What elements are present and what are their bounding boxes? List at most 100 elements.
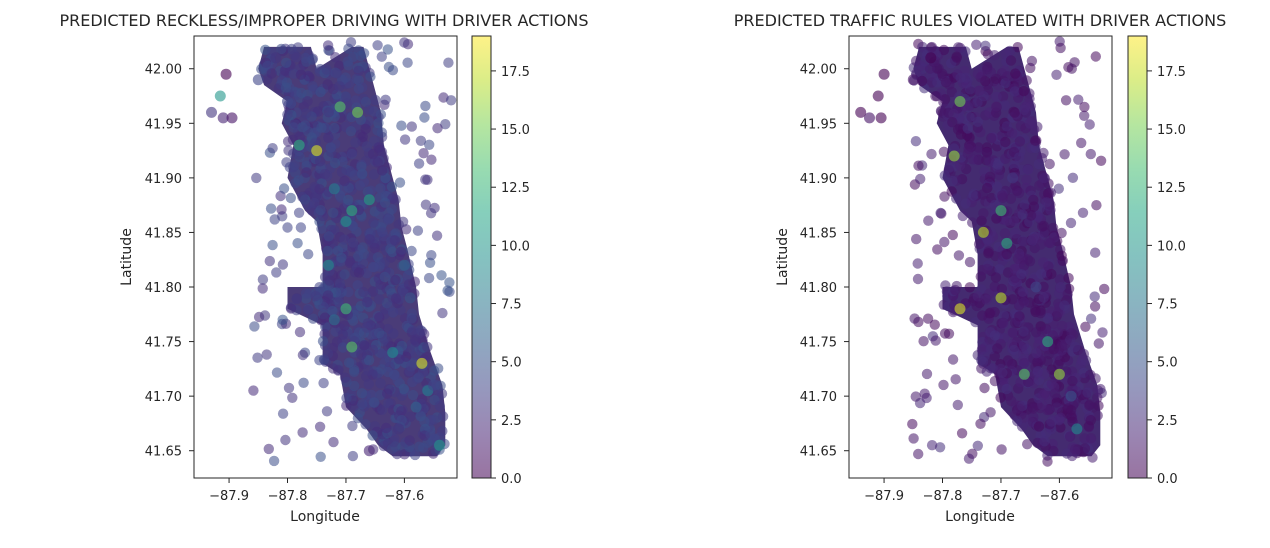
texture-marker	[356, 349, 367, 360]
scatter-panel-traffic-rules: PREDICTED TRAFFIC RULES VIOLATED WITH DR…	[734, 11, 1226, 525]
texture-marker	[1001, 121, 1012, 132]
texture-marker	[1040, 323, 1052, 334]
texture-marker	[268, 455, 280, 467]
texture-marker	[329, 157, 341, 169]
texture-marker	[299, 120, 311, 131]
texture-marker	[985, 227, 997, 238]
texture-marker	[321, 406, 333, 417]
texture-marker	[934, 442, 946, 453]
texture-marker	[952, 399, 963, 411]
texture-marker	[353, 267, 365, 278]
texture-marker	[989, 330, 1001, 341]
texture-marker	[991, 181, 1003, 192]
colorbar	[1128, 36, 1147, 478]
texture-marker	[368, 217, 379, 228]
colorbar-tick-label: 2.5	[501, 414, 522, 429]
texture-marker	[939, 170, 950, 181]
texture-marker	[985, 407, 996, 418]
y-tick-label: 41.85	[145, 226, 182, 241]
texture-marker	[343, 357, 355, 368]
scatter-point	[872, 90, 884, 102]
texture-marker	[359, 340, 370, 351]
texture-marker	[984, 308, 995, 319]
texture-marker	[1024, 256, 1036, 267]
scatter-point	[226, 112, 238, 124]
texture-marker	[970, 316, 981, 328]
texture-marker	[292, 42, 304, 53]
texture-marker	[295, 222, 307, 233]
texture-marker	[357, 131, 368, 142]
texture-marker	[283, 382, 295, 394]
x-tick-label: −87.8	[268, 489, 308, 504]
texture-marker	[257, 274, 269, 285]
texture-marker	[1085, 313, 1097, 324]
texture-marker	[967, 217, 978, 228]
texture-marker	[984, 156, 995, 167]
point-texture	[907, 36, 1110, 467]
texture-marker	[349, 366, 360, 377]
texture-marker	[382, 44, 393, 55]
texture-marker	[989, 375, 1001, 387]
texture-marker	[1018, 236, 1029, 247]
texture-marker	[1078, 348, 1090, 360]
texture-marker	[1044, 158, 1055, 170]
x-tick-label: −87.7	[326, 489, 366, 504]
texture-marker	[425, 429, 436, 440]
texture-marker	[1066, 328, 1077, 339]
texture-marker	[442, 285, 453, 296]
x-ticks: −87.9 −87.8 −87.7 −87.6	[209, 478, 424, 504]
texture-marker	[399, 134, 411, 145]
texture-marker	[316, 122, 327, 133]
texture-marker	[318, 377, 329, 389]
texture-marker	[383, 61, 395, 73]
texture-marker	[1064, 431, 1076, 442]
texture-marker	[908, 433, 919, 444]
plot-points	[206, 52, 445, 457]
texture-marker	[1006, 395, 1017, 407]
texture-marker	[307, 81, 318, 92]
texture-marker	[433, 363, 444, 374]
texture-marker	[368, 169, 380, 180]
scatter-point	[1001, 237, 1013, 249]
texture-marker	[984, 171, 996, 182]
texture-marker	[996, 283, 1008, 295]
texture-marker	[917, 41, 928, 53]
texture-marker	[916, 75, 928, 87]
texture-marker	[1051, 69, 1062, 81]
scatter-point	[340, 303, 352, 315]
colorbar-tick-label: 10.0	[501, 239, 530, 254]
texture-marker	[370, 94, 381, 106]
texture-marker	[919, 388, 930, 399]
texture-marker	[361, 296, 373, 308]
scatter-point	[1071, 423, 1083, 435]
texture-marker	[436, 388, 448, 399]
texture-marker	[353, 65, 364, 77]
texture-marker	[280, 434, 291, 446]
texture-marker	[425, 208, 437, 219]
texture-marker	[972, 68, 984, 79]
texture-marker	[997, 367, 1008, 378]
texture-marker	[315, 86, 326, 98]
scatter-point	[252, 74, 264, 86]
texture-marker	[297, 191, 308, 203]
texture-marker	[1012, 253, 1024, 264]
texture-marker	[409, 334, 421, 345]
texture-marker	[399, 37, 410, 48]
texture-marker	[336, 252, 347, 263]
texture-marker	[1001, 249, 1012, 260]
texture-marker	[374, 312, 385, 323]
texture-marker	[997, 317, 1009, 328]
texture-marker	[271, 367, 283, 378]
y-tick-label: 41.75	[800, 336, 837, 351]
texture-marker	[347, 450, 359, 462]
texture-marker	[343, 286, 354, 298]
scatter-point	[328, 314, 340, 326]
texture-marker	[248, 385, 259, 396]
texture-marker	[930, 335, 941, 346]
texture-marker	[1042, 188, 1054, 199]
texture-marker	[267, 143, 278, 154]
texture-marker	[267, 239, 278, 251]
scatter-point	[410, 401, 422, 413]
texture-marker	[322, 245, 333, 257]
texture-marker	[1070, 341, 1081, 353]
